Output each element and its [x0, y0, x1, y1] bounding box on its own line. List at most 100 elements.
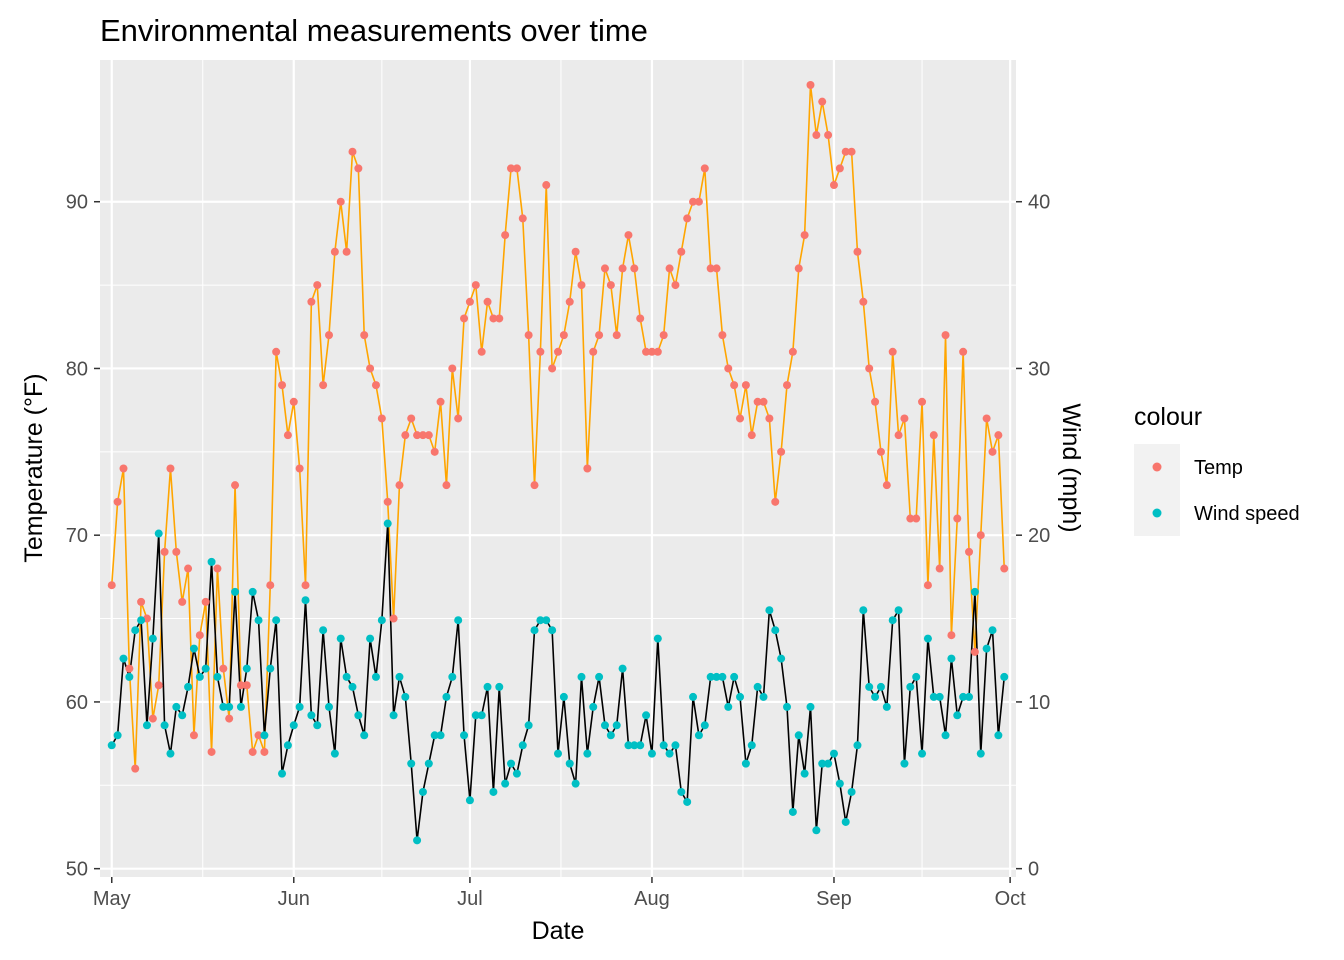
- wind-point: [477, 711, 486, 720]
- wind-point: [753, 682, 762, 691]
- temp-point: [436, 397, 445, 406]
- temp-point: [325, 331, 333, 340]
- temp-point: [219, 664, 228, 673]
- temp-point: [254, 731, 263, 740]
- y-axis-title: Temperature (°F): [20, 373, 48, 562]
- temp-point: [835, 164, 844, 173]
- wind-point: [436, 731, 445, 740]
- wind-point: [360, 731, 369, 740]
- wind-point: [536, 616, 545, 625]
- wind-point: [912, 672, 921, 681]
- x-tick-label: Jul: [457, 888, 483, 910]
- wind-point: [518, 741, 527, 750]
- temp-point: [489, 314, 498, 323]
- wind-point: [853, 741, 862, 750]
- temp-point: [871, 397, 880, 406]
- wind-point: [959, 692, 968, 701]
- wind-point: [906, 682, 915, 691]
- temp-point: [424, 431, 433, 440]
- temp-point: [483, 297, 492, 306]
- temp-point: [753, 397, 762, 406]
- temp-point: [377, 414, 386, 423]
- wind-point: [242, 664, 251, 673]
- wind-point: [254, 616, 263, 625]
- temp-point: [794, 264, 803, 273]
- temp-point: [236, 681, 245, 690]
- temp-point: [994, 431, 1003, 440]
- x-tick-label: Sep: [816, 888, 852, 910]
- temp-point: [542, 181, 551, 190]
- wind-point: [512, 769, 521, 778]
- wind-point: [765, 606, 774, 615]
- wind-point: [730, 672, 739, 681]
- wind-point: [172, 702, 181, 711]
- x-tick-label: Aug: [634, 888, 670, 910]
- wind-point: [260, 731, 269, 740]
- wind-point: [119, 654, 128, 663]
- wind-point: [219, 702, 228, 711]
- wind-point: [542, 616, 551, 625]
- wind-point: [471, 711, 480, 720]
- temp-point: [618, 264, 627, 273]
- temp-point: [460, 314, 469, 323]
- temp-point: [131, 764, 140, 773]
- temp-point: [448, 364, 457, 373]
- temp-point: [941, 331, 950, 340]
- wind-point: [653, 634, 662, 643]
- temp-point: [636, 314, 645, 323]
- grid: [100, 60, 1016, 877]
- temp-point: [730, 381, 739, 390]
- wind-point: [618, 664, 627, 673]
- y-tick-label: 90: [66, 192, 88, 214]
- wind-point: [377, 616, 386, 625]
- temp-point: [225, 714, 234, 723]
- temp-point: [107, 581, 116, 590]
- temp-point: [683, 214, 692, 223]
- wind-point: [689, 692, 698, 701]
- temp-point: [148, 714, 157, 723]
- y2-tick-label: 20: [1028, 525, 1050, 547]
- temp-point: [113, 497, 122, 506]
- temp-point: [119, 464, 128, 473]
- temp-point: [319, 381, 328, 390]
- temp-point: [524, 331, 533, 340]
- wind-point: [929, 692, 938, 701]
- temp-point: [923, 581, 932, 590]
- temp-point: [518, 214, 527, 223]
- wind-point: [835, 779, 844, 788]
- wind-point: [700, 721, 709, 730]
- temp-point: [824, 131, 833, 140]
- wind-point: [207, 557, 216, 566]
- temp-point: [1000, 564, 1009, 573]
- temp-point: [953, 514, 962, 523]
- temp-point: [442, 481, 451, 490]
- wind-point: [330, 749, 339, 758]
- temp-point: [736, 414, 745, 423]
- temp-point: [671, 281, 680, 290]
- wind-point: [841, 817, 850, 826]
- wind-point: [965, 692, 974, 701]
- wind-point: [882, 702, 891, 711]
- wind-point: [859, 606, 868, 615]
- temp-point: [413, 431, 422, 440]
- temp-point: [929, 431, 938, 440]
- temp-point: [184, 564, 193, 573]
- temp-point: [565, 297, 574, 306]
- wind-point: [448, 672, 457, 681]
- wind-point: [777, 654, 786, 663]
- temp-point: [536, 347, 545, 356]
- wind-point: [988, 626, 997, 635]
- wind-point: [189, 644, 198, 653]
- temp-point: [507, 164, 516, 173]
- chart-title: Environmental measurements over time: [100, 13, 648, 48]
- wind-point: [941, 731, 950, 740]
- wind-point: [225, 702, 234, 711]
- wind-point: [665, 749, 674, 758]
- temp-point: [788, 347, 797, 356]
- wind-point: [366, 634, 375, 643]
- legend-label: Wind speed: [1194, 503, 1300, 525]
- temp-point: [859, 297, 868, 306]
- temp-point: [383, 497, 392, 506]
- wind-point: [694, 731, 703, 740]
